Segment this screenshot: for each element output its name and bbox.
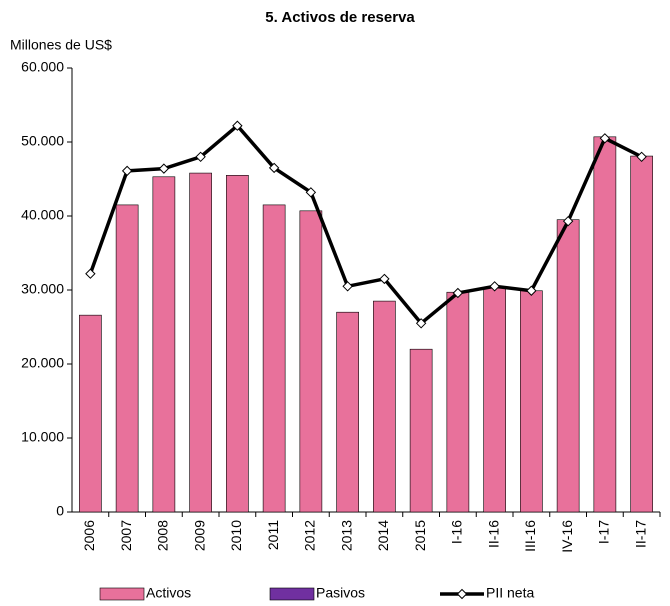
x-tick-label: II-16 — [485, 520, 501, 548]
bar — [115, 204, 139, 513]
legend-marker — [456, 588, 468, 600]
legend-swatch — [269, 587, 315, 601]
y-tick-label: 30.000 — [21, 281, 64, 297]
bar — [226, 175, 249, 513]
bar — [593, 136, 617, 513]
marker — [342, 281, 353, 292]
legend-label: Pasivos — [316, 585, 365, 601]
y-tick-label: 10.000 — [21, 429, 64, 445]
bar — [373, 300, 396, 513]
x-tick-label: 2011 — [265, 520, 281, 550]
marker — [599, 133, 611, 144]
marker — [526, 285, 537, 296]
bar — [336, 311, 359, 513]
x-tick-label: 2010 — [228, 520, 244, 551]
x-tick-label: 2012 — [302, 520, 318, 551]
bar — [520, 290, 543, 513]
x-tick-label: I-16 — [449, 520, 465, 544]
marker — [232, 120, 243, 131]
x-tick-label: II-17 — [632, 520, 648, 548]
x-tick-label: 2009 — [191, 520, 207, 551]
marker — [379, 273, 390, 285]
bar — [446, 291, 470, 513]
bar — [630, 155, 653, 513]
y-tick-label: 0 — [56, 503, 64, 519]
y-tick-label: 20.000 — [21, 355, 64, 371]
legend-label: Activos — [146, 585, 191, 601]
bar — [556, 219, 580, 513]
x-tick-label: 2014 — [375, 520, 391, 551]
marker — [268, 162, 280, 174]
bar — [409, 348, 433, 513]
bar — [262, 204, 286, 513]
legend-swatch — [99, 587, 145, 601]
y-axis-label: Millones de US$ — [10, 37, 112, 53]
marker — [562, 215, 574, 227]
marker — [121, 165, 133, 177]
bar — [483, 287, 506, 513]
y-tick-label: 40.000 — [21, 207, 64, 223]
chart-title: 5. Activos de reserva — [265, 9, 415, 26]
bar — [189, 172, 212, 513]
legend-label: PII neta — [486, 585, 534, 601]
bar — [152, 176, 176, 513]
y-tick-label: 50.000 — [21, 133, 64, 149]
x-tick-label: 2015 — [412, 520, 428, 551]
x-tick-label: 2006 — [81, 520, 97, 551]
x-tick-label: 2013 — [338, 520, 354, 551]
x-tick-label: III-16 — [522, 520, 538, 552]
y-tick-label: 60.000 — [21, 59, 64, 75]
marker — [636, 151, 647, 163]
x-tick-label: I-17 — [596, 520, 612, 544]
marker — [305, 187, 317, 198]
marker — [489, 281, 500, 292]
x-tick-label: 2008 — [155, 520, 171, 551]
marker — [85, 268, 96, 279]
x-tick-label: IV-16 — [559, 520, 575, 553]
marker — [158, 163, 170, 174]
marker — [452, 287, 464, 299]
bar — [299, 210, 323, 513]
marker — [415, 318, 427, 329]
x-tick-label: 2007 — [118, 520, 134, 551]
marker — [195, 151, 206, 163]
line — [88, 123, 643, 326]
bar — [79, 314, 102, 513]
